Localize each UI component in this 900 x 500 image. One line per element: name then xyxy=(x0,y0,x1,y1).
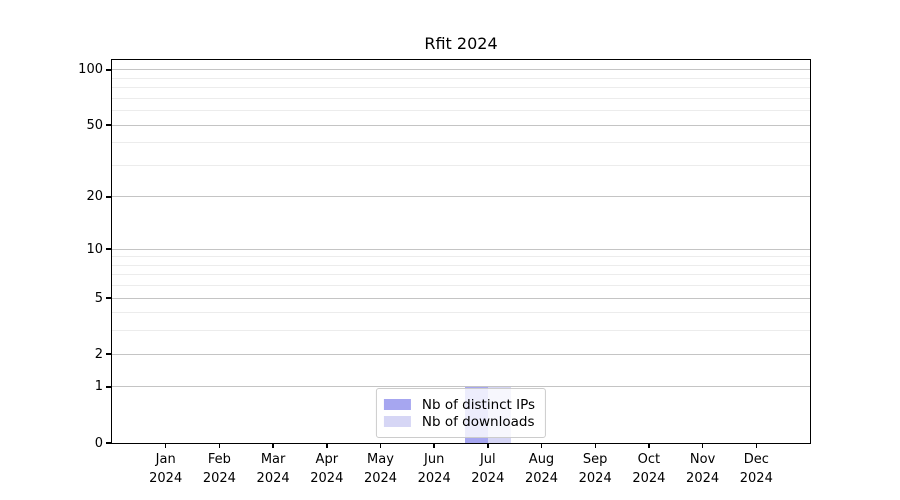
y-tick-mark xyxy=(106,442,111,444)
gridline-minor xyxy=(112,256,810,258)
y-tick-mark xyxy=(106,69,111,71)
y-tick-label: 20 xyxy=(86,189,103,205)
x-tick-label-line: 2024 xyxy=(256,470,290,486)
x-tick-label-line: 2024 xyxy=(149,470,183,486)
x-tick-label-line: Jul xyxy=(479,452,496,467)
y-tick-mark xyxy=(106,386,111,388)
x-tick-label-line: 2024 xyxy=(578,470,612,486)
x-tick-label: May 2024 xyxy=(364,451,397,489)
x-tick-mark xyxy=(594,443,596,448)
gridline-major xyxy=(112,124,810,126)
x-tick-label-line: 2024 xyxy=(524,470,559,486)
x-tick-label-line: 2024 xyxy=(363,470,398,486)
gridline-minor xyxy=(112,274,810,276)
x-tick-mark xyxy=(326,443,328,448)
x-tick-label: Jun 2024 xyxy=(418,451,451,489)
legend-swatch-downloads xyxy=(383,416,411,427)
y-tick-label: 100 xyxy=(78,62,103,78)
x-tick-label: Feb 2024 xyxy=(203,451,236,489)
x-tick-label-line: 2024 xyxy=(310,470,344,486)
legend-item-distinct-ips: Nb of distinct IPs xyxy=(383,396,536,413)
x-tick-label-line: 2024 xyxy=(202,470,236,486)
x-tick-label-line: Oct xyxy=(637,452,661,467)
gridline-minor xyxy=(112,110,810,112)
x-tick-label-line: Jan xyxy=(155,452,176,467)
x-tick-label: Nov 2024 xyxy=(686,451,719,489)
gridline-minor xyxy=(112,142,810,144)
chart-title: Rfit 2024 xyxy=(424,34,498,53)
x-tick-label-line: 2024 xyxy=(739,470,773,486)
y-tick-label: 1 xyxy=(94,379,103,395)
gridline-minor xyxy=(112,264,810,266)
gridline-minor xyxy=(112,285,810,287)
gridline-major xyxy=(112,248,810,250)
x-tick-mark xyxy=(487,443,489,448)
x-tick-mark xyxy=(272,443,274,448)
x-tick-label-line: Feb xyxy=(207,452,231,467)
x-tick-mark xyxy=(433,443,435,448)
x-tick-label-line: 2024 xyxy=(632,470,666,486)
x-tick-mark xyxy=(648,443,650,448)
x-tick-label: Sep 2024 xyxy=(579,451,612,489)
gridline-major xyxy=(112,297,810,299)
x-tick-label-line: May xyxy=(367,452,394,467)
x-tick-label-line: Nov xyxy=(689,452,716,467)
x-tick-label-line: Jun xyxy=(424,452,445,467)
legend: Nb of distinct IPs Nb of downloads xyxy=(375,388,547,438)
gridline-major xyxy=(112,69,810,71)
x-tick-mark xyxy=(755,443,758,448)
x-tick-label: Jul 2024 xyxy=(471,451,504,489)
legend-item-downloads: Nb of downloads xyxy=(383,413,535,430)
gridline-minor xyxy=(112,330,810,332)
x-tick-label-line: Sep xyxy=(582,452,608,467)
y-tick-mark xyxy=(106,353,111,355)
y-tick-mark xyxy=(106,248,111,250)
x-tick-mark xyxy=(218,443,221,448)
x-tick-label-line: Dec xyxy=(743,452,769,467)
y-tick-label: 0 xyxy=(94,435,103,451)
gridline-minor xyxy=(112,87,810,89)
y-tick-label: 10 xyxy=(86,241,103,257)
x-tick-label-line: Aug xyxy=(528,452,555,467)
gridline-major xyxy=(112,353,810,355)
x-tick-label: Dec 2024 xyxy=(740,451,773,489)
y-tick-mark xyxy=(106,297,111,299)
y-tick-label: 2 xyxy=(94,346,103,362)
x-tick-label: Oct 2024 xyxy=(632,451,665,489)
plot-area: Nb of distinct IPs Nb of downloads 0 1 2 5 1… xyxy=(78,58,811,486)
x-tick-label-line: Mar xyxy=(260,452,286,467)
y-tick-label: 5 xyxy=(94,290,103,306)
x-tick-label: Jan 2024 xyxy=(149,451,182,489)
gridline-minor xyxy=(112,164,810,166)
x-tick-mark xyxy=(540,443,543,448)
y-tick-mark xyxy=(106,124,111,126)
x-tick-label: Apr 2024 xyxy=(310,451,343,489)
gridline-minor xyxy=(112,77,810,79)
x-tick-mark xyxy=(164,443,167,448)
x-tick-label-line: 2024 xyxy=(471,470,505,486)
x-tick-label: Mar 2024 xyxy=(257,451,290,489)
gridline-major xyxy=(112,386,810,388)
gridline-major xyxy=(112,196,810,198)
legend-label-downloads: Nb of downloads xyxy=(421,413,535,430)
legend-label-distinct-ips: Nb of distinct IPs xyxy=(421,396,536,413)
gridline-minor xyxy=(112,312,810,314)
y-tick-label: 50 xyxy=(86,117,103,133)
y-tick-mark xyxy=(106,196,111,198)
x-tick-label-line: 2024 xyxy=(417,470,451,486)
x-tick-mark xyxy=(379,443,382,448)
x-tick-label: Aug 2024 xyxy=(525,451,558,489)
x-tick-mark xyxy=(701,443,704,448)
x-tick-label-line: 2024 xyxy=(686,470,720,486)
x-tick-label-line: Apr xyxy=(315,452,339,467)
legend-swatch-distinct-ips xyxy=(383,399,411,410)
gridline-minor xyxy=(112,97,810,99)
